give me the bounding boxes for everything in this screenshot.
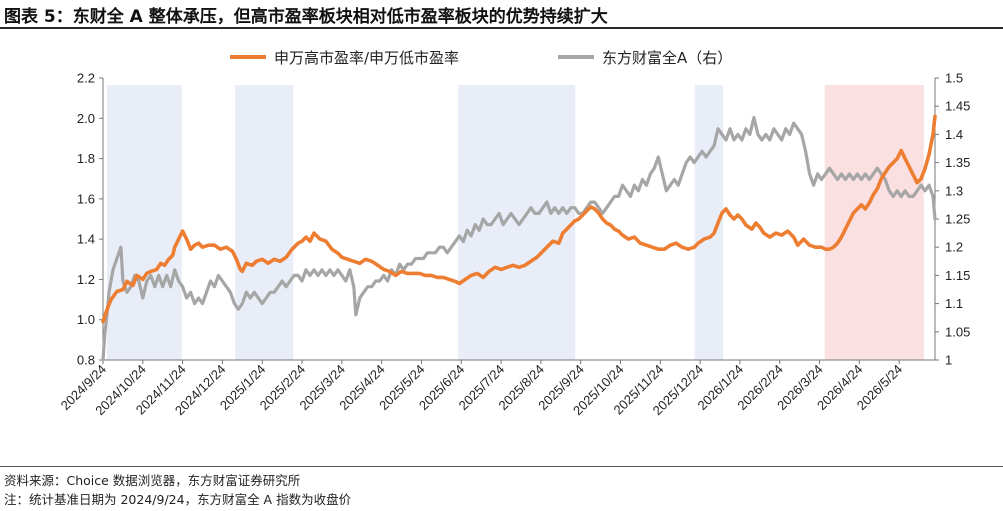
shaded-period-1 — [235, 85, 294, 360]
legend-label-ratio: 申万高市盈率/申万低市盈率 — [274, 49, 459, 67]
legend-label-index: 东方财富全A（右） — [602, 49, 732, 67]
y-left-tick-label: 1.0 — [77, 312, 95, 327]
shaded-periods — [106, 85, 924, 360]
y-left-tick-label: 1.2 — [77, 272, 95, 287]
y-right-tick-label: 1.35 — [945, 155, 970, 170]
shaded-period-4 — [824, 85, 924, 360]
source-note: 资料来源：Choice 数据浏览器，东方财富证券研究所 — [4, 473, 301, 488]
title-divider — [0, 27, 1003, 29]
y-left-tick-label: 2.2 — [77, 71, 95, 86]
series-lines — [101, 114, 937, 362]
y-right-tick-label: 1.4 — [945, 127, 963, 142]
y-right-tick-label: 1.15 — [945, 268, 970, 283]
line-chart: 0.8 1.0 1.2 1.4 1.6 1.8 2.0 2.2 1 1.05 1.1 1.15 1.2 1… — [58, 49, 971, 418]
y-right-tick-label: 1 — [945, 353, 952, 368]
y-left-tick-label: 1.8 — [77, 151, 95, 166]
y-left-tick-label: 1.6 — [77, 191, 95, 206]
chart-legend: 申万高市盈率/申万低市盈率 东方财富全A（右） — [230, 49, 732, 67]
y-right-tick-label: 1.5 — [945, 71, 963, 86]
y-left-tick-label: 1.4 — [77, 232, 95, 247]
y-right-tick-label: 1.1 — [945, 296, 963, 311]
y-left-tick-label: 0.8 — [77, 353, 95, 368]
figure-title: 图表 5：东财全 A 整体承压，但高市盈率板块相对低市盈率板块的优势持续扩大 — [4, 7, 608, 27]
y-right-tick-label: 1.05 — [945, 324, 970, 339]
y-right-tick-label: 1.25 — [945, 212, 970, 227]
y-right-tick-label: 1.2 — [945, 240, 963, 255]
y-left-tick-label: 2.0 — [77, 111, 95, 126]
y-right-tick-label: 1.3 — [945, 183, 963, 198]
remark-note: 注：统计基准日期为 2024/9/24，东方财富全 A 指数为收盘价 — [4, 492, 352, 507]
series-line-index — [101, 115, 937, 362]
shaded-period-0 — [106, 85, 182, 360]
y-right-tick-label: 1.45 — [945, 99, 970, 114]
series-line-ratio — [101, 114, 937, 324]
footer-divider — [0, 466, 1003, 467]
